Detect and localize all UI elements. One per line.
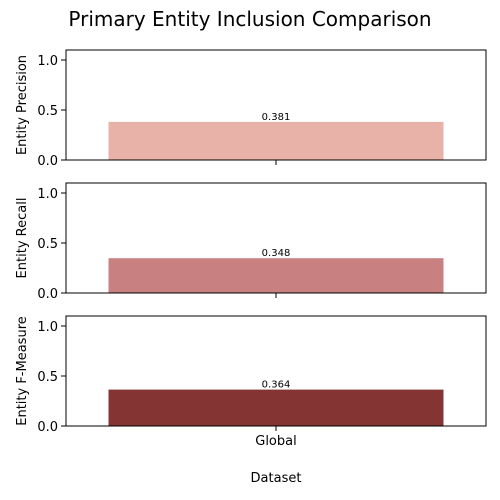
panel-2: 0.348 0.0 0.5 1.0 Entity Recall (15, 182, 487, 302)
y-tick-label-3: 1.0 (37, 320, 58, 335)
bar-1-global (108, 121, 444, 160)
y-tick-label-3: 0.0 (37, 420, 58, 435)
y-tick-label-2: 0.5 (37, 237, 58, 252)
data-label-1: 0.381 (262, 112, 291, 123)
bar-2-global (108, 258, 444, 293)
panel-1: 0.381 0.0 0.5 1.0 Entity Precision (15, 49, 487, 169)
chart-title: Primary Entity Inclusion Comparison (68, 7, 431, 31)
y-axis-label-1: Entity Precision (15, 55, 30, 155)
y-tick-label-2: 0.0 (37, 287, 58, 302)
panel-frame-1 (65, 49, 487, 161)
y-axis-label-2: Entity Recall (15, 198, 30, 279)
bar-3-global (108, 389, 444, 426)
y-tick-label-2: 1.0 (37, 187, 58, 202)
panel-frame-2 (65, 182, 487, 294)
data-label-2: 0.348 (262, 248, 291, 259)
y-tick-label-1: 1.0 (37, 54, 58, 69)
panel-3: 0.364 Global 0.0 0.5 1.0 Entity F-Measure (15, 315, 487, 449)
y-tick-label-1: 0.5 (37, 104, 58, 119)
y-tick-label-3: 0.5 (37, 370, 58, 385)
x-tick-label-global: Global (255, 434, 296, 449)
y-tick-label-1: 0.0 (37, 154, 58, 169)
x-axis-label: Dataset (251, 471, 302, 486)
y-axis-label-3: Entity F-Measure (15, 316, 30, 426)
panel-frame-3 (65, 315, 487, 427)
data-label-3: 0.364 (262, 380, 291, 391)
